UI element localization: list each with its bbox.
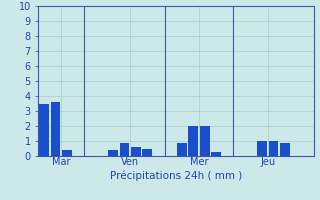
Bar [200,126,210,156]
Bar [131,147,141,156]
Bar [268,141,278,156]
Bar [39,104,49,156]
Bar [51,102,60,156]
Bar [108,150,118,156]
X-axis label: Précipitations 24h ( mm ): Précipitations 24h ( mm ) [110,170,242,181]
Bar [120,142,129,156]
Bar [62,150,72,156]
Bar [280,142,290,156]
Bar [177,142,187,156]
Bar [211,152,221,156]
Bar [142,148,152,156]
Bar [188,126,198,156]
Bar [257,141,267,156]
